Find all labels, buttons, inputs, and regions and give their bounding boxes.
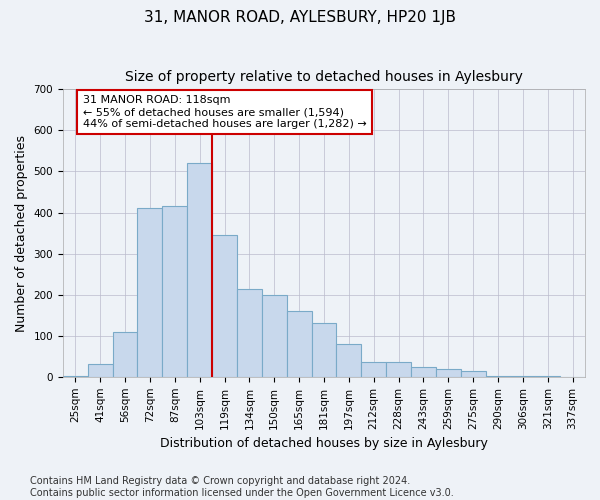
X-axis label: Distribution of detached houses by size in Aylesbury: Distribution of detached houses by size … (160, 437, 488, 450)
Bar (337, 344, 361, 377)
Title: Size of property relative to detached houses in Aylesbury: Size of property relative to detached ho… (125, 70, 523, 84)
Bar (287, 311, 311, 377)
Bar (137, 208, 163, 377)
Text: 31 MANOR ROAD: 118sqm
← 55% of detached houses are smaller (1,594)
44% of semi-d: 31 MANOR ROAD: 118sqm ← 55% of detached … (83, 96, 367, 128)
Bar (361, 362, 386, 377)
Bar (485, 376, 511, 377)
Bar (63, 376, 88, 377)
Bar (386, 362, 411, 377)
Bar (187, 164, 212, 377)
Bar (113, 332, 137, 377)
Bar (212, 235, 237, 377)
Bar (262, 294, 287, 377)
Bar (237, 288, 262, 377)
Bar (461, 370, 485, 377)
Bar (163, 206, 187, 377)
Text: Contains HM Land Registry data © Crown copyright and database right 2024.
Contai: Contains HM Land Registry data © Crown c… (30, 476, 454, 498)
Bar (436, 368, 461, 377)
Bar (411, 366, 436, 377)
Y-axis label: Number of detached properties: Number of detached properties (15, 134, 28, 332)
Text: 31, MANOR ROAD, AYLESBURY, HP20 1JB: 31, MANOR ROAD, AYLESBURY, HP20 1JB (144, 10, 456, 25)
Bar (88, 364, 113, 377)
Bar (311, 324, 337, 377)
